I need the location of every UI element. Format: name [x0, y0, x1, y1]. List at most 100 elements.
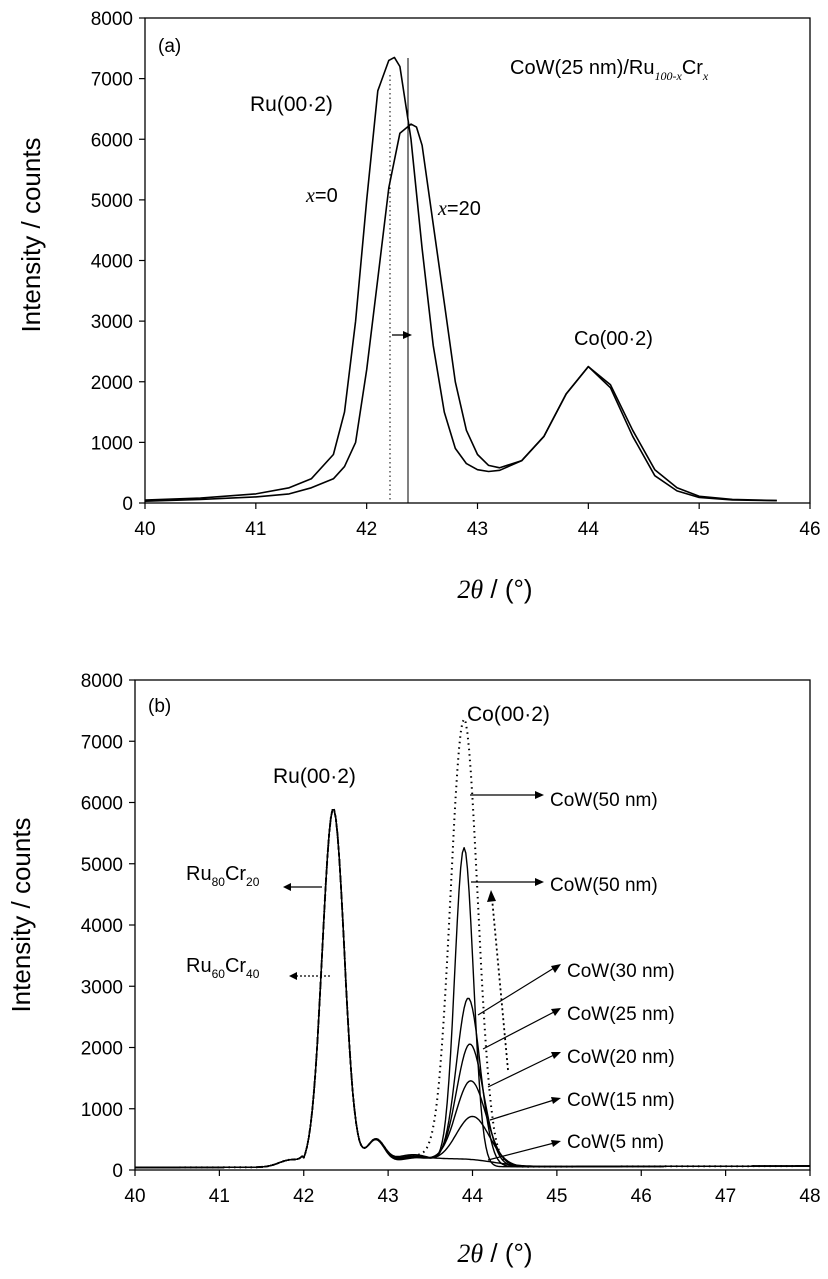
y-tick-label-b: 0 — [112, 1161, 123, 1182]
ru60cr40-label: Ru60Cr40 — [186, 955, 260, 981]
y-tick-label-a: 2000 — [91, 373, 133, 394]
x20-label: x=20 — [437, 198, 481, 220]
axes-ticks-b: 40 41 42 43 44 45 46 47 48 0 1000 2000 3000 4000 5000 6… — [81, 671, 821, 1207]
x-tick-label-b: 41 — [209, 1186, 230, 1207]
series-group-b — [135, 718, 810, 1169]
x-axis-unit-a: / (°) — [483, 574, 532, 604]
y-axis-title-b: Intensity / counts — [6, 817, 36, 1012]
series-line-b-1 — [135, 718, 810, 1169]
ru-peak-label-b: Ru(00·2) — [273, 765, 356, 788]
ru-peak-label-a: Ru(00·2) — [250, 93, 333, 116]
x0-var: x — [305, 185, 315, 207]
ru60-arrowhead — [289, 972, 297, 980]
series-line-a-2 — [144, 123, 777, 502]
panel-label-a: (a) — [158, 36, 181, 57]
x-tick-label-a: 46 — [799, 519, 820, 540]
title-part-a1: CoW(25 nm)/Ru — [510, 57, 654, 79]
x20-var: x — [437, 198, 447, 220]
arrowhead-15nm — [551, 1097, 561, 1104]
y-tick-label-b: 5000 — [81, 855, 123, 876]
ru60-d: 40 — [246, 967, 260, 981]
ru60-a: Ru — [186, 955, 212, 977]
y-tick-label-a: 7000 — [91, 70, 133, 91]
x-tick-label-a: 44 — [578, 519, 600, 540]
ru80-d: 20 — [246, 875, 260, 889]
series-label-4: CoW(25 nm) — [567, 1004, 675, 1025]
y-tick-label-a: 8000 — [91, 9, 133, 30]
panel-label-b: (b) — [148, 696, 171, 717]
arrowhead-25nm — [551, 1008, 561, 1016]
x-axis-symbol-b: 2θ — [457, 1239, 483, 1268]
co-peak-label-b: Co(00·2) — [467, 703, 550, 726]
axes-ticks-a: 40 41 42 43 44 45 46 0 1000 2000 3000 4000 5000 6000 7… — [91, 9, 821, 540]
y-tick-label-a: 4000 — [91, 252, 133, 273]
series-line-b-7 — [135, 809, 810, 1169]
x-axis-unit-b: / (°) — [483, 1238, 532, 1268]
title-part-a4: x — [702, 69, 709, 83]
x-axis-title-a: 2θ / (°) — [457, 574, 532, 604]
y-tick-label-b: 4000 — [81, 916, 123, 937]
x0-val: =0 — [315, 185, 338, 207]
arrow-20nm — [487, 1054, 555, 1088]
ru80-arrowhead — [283, 883, 291, 891]
ru80-a: Ru — [186, 863, 212, 885]
y-tick-label-a: 1000 — [91, 433, 133, 454]
arrowhead-5nm — [551, 1140, 561, 1147]
series-label-5: CoW(20 nm) — [567, 1047, 675, 1068]
y-tick-label-a: 6000 — [91, 130, 133, 151]
series-line-a-1 — [144, 56, 777, 502]
y-tick-label-b: 8000 — [81, 671, 123, 692]
arrowhead-50nm-a — [535, 791, 544, 799]
y-tick-label-b: 6000 — [81, 794, 123, 815]
dotted-shift-arrow — [491, 897, 509, 1071]
panel-b: 40 41 42 43 44 45 46 47 48 0 1000 2000 3000 4000 5000 6… — [6, 671, 821, 1268]
x-tick-label-b: 44 — [462, 1186, 484, 1207]
series-label-7: CoW(5 nm) — [567, 1132, 664, 1153]
arrowhead-30nm — [551, 964, 561, 973]
x-tick-label-b: 47 — [715, 1186, 736, 1207]
x-tick-label-b: 42 — [293, 1186, 314, 1207]
series-group-a — [144, 56, 777, 502]
plot-area-a — [144, 17, 811, 504]
label-arrows-b — [470, 794, 555, 1161]
y-axis-title-a: Intensity / counts — [16, 137, 46, 332]
co-peak-label-a: Co(00·2) — [574, 328, 653, 350]
arrow-25nm — [482, 1011, 555, 1050]
x-tick-label-a: 43 — [467, 519, 488, 540]
x-tick-label-b: 45 — [546, 1186, 567, 1207]
y-tick-label-a: 3000 — [91, 312, 133, 333]
ru60-b: 60 — [212, 967, 226, 981]
x-tick-label-b: 46 — [631, 1186, 652, 1207]
x0-label: x=0 — [305, 185, 338, 207]
x-tick-label-b: 43 — [378, 1186, 399, 1207]
arrowhead-50nm-b — [535, 878, 544, 886]
ru60-c: Cr — [225, 955, 246, 977]
x-tick-label-a: 45 — [689, 519, 710, 540]
x-tick-label-a: 41 — [245, 519, 266, 540]
series-label-6: CoW(15 nm) — [567, 1090, 675, 1111]
arrow-30nm — [477, 967, 555, 1016]
y-tick-label-a: 0 — [122, 494, 133, 515]
title-part-a3: Cr — [682, 57, 703, 79]
x-tick-label-b: 40 — [124, 1186, 145, 1207]
series-label-3: CoW(30 nm) — [567, 961, 675, 982]
x20-val: =20 — [447, 198, 481, 220]
x-tick-label-a: 40 — [134, 519, 155, 540]
title-part-a2: 100-x — [654, 69, 682, 83]
x-tick-label-b: 48 — [799, 1186, 820, 1207]
series-label-2: CoW(50 nm) — [550, 875, 658, 896]
x-tick-label-a: 42 — [356, 519, 377, 540]
arrow-15nm — [489, 1099, 555, 1121]
y-tick-label-b: 2000 — [81, 1039, 123, 1060]
series-label-1: CoW(50 nm) — [550, 790, 658, 811]
shift-arrowhead-a — [403, 331, 412, 339]
ru80cr20-label: Ru80Cr20 — [186, 863, 260, 889]
panel-a: 40 41 42 43 44 45 46 0 1000 2000 3000 4000 5000 6000 7… — [16, 9, 821, 604]
x-axis-title-b: 2θ / (°) — [457, 1238, 532, 1268]
arrow-5nm — [487, 1142, 555, 1161]
y-tick-label-a: 5000 — [91, 191, 133, 212]
x-axis-symbol-a: 2θ — [457, 575, 483, 604]
y-tick-label-b: 3000 — [81, 977, 123, 998]
arrowheads-b — [487, 791, 561, 1147]
